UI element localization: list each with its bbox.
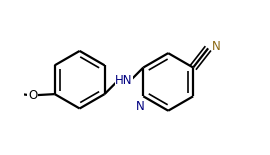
Text: N: N [211, 40, 220, 53]
Text: N: N [136, 100, 144, 113]
Text: HN: HN [115, 74, 133, 87]
Text: O: O [28, 89, 37, 102]
